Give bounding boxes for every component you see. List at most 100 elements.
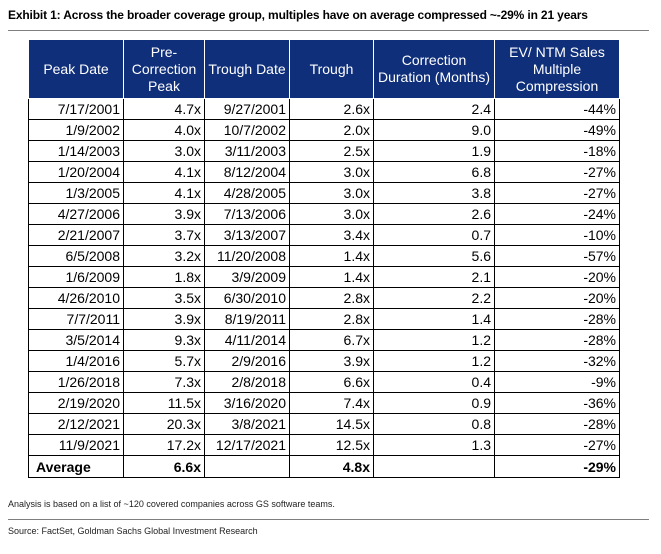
cell-trough-date: 9/27/2001 (204, 98, 290, 120)
table-row: 3/5/2014 9.3x 4/11/2014 6.7x 1.2 -28% (28, 329, 620, 351)
table-row: 6/5/2008 3.2x 11/20/2008 1.4x 5.6 -57% (28, 245, 620, 267)
table-row: 1/20/2004 4.1x 8/12/2004 3.0x 6.8 -27% (28, 161, 620, 183)
table-row: 1/3/2005 4.1x 4/28/2005 3.0x 3.8 -27% (28, 182, 620, 204)
cell-trough-date: 8/12/2004 (204, 161, 290, 183)
cell-trough-date: 12/17/2021 (204, 434, 290, 456)
average-row: Average 6.6x 4.8x -29% (28, 455, 620, 478)
table-row: 2/12/2021 20.3x 3/8/2021 14.5x 0.8 -28% (28, 413, 620, 435)
cell-pre-correction-peak: 5.7x (123, 350, 205, 372)
cell-trough: 12.5x (289, 434, 374, 456)
table-row: 11/9/2021 17.2x 12/17/2021 12.5x 1.3 -27% (28, 434, 620, 456)
cell-trough: 2.6x (289, 98, 374, 120)
cell-multiple-compression: -27% (494, 182, 620, 204)
source-line: Source: FactSet, Goldman Sachs Global In… (8, 526, 258, 536)
cell-peak-date: 1/20/2004 (28, 161, 124, 183)
average-compression: -29% (494, 455, 620, 478)
cell-correction-duration: 1.2 (373, 350, 495, 372)
cell-trough: 6.7x (289, 329, 374, 351)
cell-trough-date: 4/11/2014 (204, 329, 290, 351)
cell-correction-duration: 1.4 (373, 308, 495, 330)
cell-trough: 6.6x (289, 371, 374, 393)
cell-pre-correction-peak: 4.1x (123, 182, 205, 204)
cell-pre-correction-peak: 11.5x (123, 392, 205, 414)
cell-peak-date: 3/5/2014 (28, 329, 124, 351)
cell-peak-date: 2/21/2007 (28, 224, 124, 246)
cell-correction-duration: 1.9 (373, 140, 495, 162)
multiples-table: Peak Date Pre-Correction Peak Trough Dat… (28, 39, 620, 478)
cell-multiple-compression: -32% (494, 350, 620, 372)
cell-correction-duration: 3.8 (373, 182, 495, 204)
cell-pre-correction-peak: 9.3x (123, 329, 205, 351)
table-row: 7/7/2011 3.9x 8/19/2011 2.8x 1.4 -28% (28, 308, 620, 330)
cell-multiple-compression: -24% (494, 203, 620, 225)
cell-peak-date: 4/27/2006 (28, 203, 124, 225)
cell-trough: 2.0x (289, 119, 374, 141)
cell-multiple-compression: -44% (494, 98, 620, 120)
cell-multiple-compression: -9% (494, 371, 620, 393)
cell-trough-date: 2/9/2016 (204, 350, 290, 372)
cell-pre-correction-peak: 3.9x (123, 203, 205, 225)
table-row: 1/6/2009 1.8x 3/9/2009 1.4x 2.1 -20% (28, 266, 620, 288)
table-row: 7/17/2001 4.7x 9/27/2001 2.6x 2.4 -44% (28, 98, 620, 120)
col-header-trough-date: Trough Date (204, 39, 290, 99)
cell-pre-correction-peak: 7.3x (123, 371, 205, 393)
cell-correction-duration: 9.0 (373, 119, 495, 141)
cell-correction-duration: 2.6 (373, 203, 495, 225)
cell-trough-date: 3/8/2021 (204, 413, 290, 435)
cell-trough-date: 4/28/2005 (204, 182, 290, 204)
table-header-row: Peak Date Pre-Correction Peak Trough Dat… (28, 39, 620, 99)
cell-correction-duration: 2.2 (373, 287, 495, 309)
table-row: 4/27/2006 3.9x 7/13/2006 3.0x 2.6 -24% (28, 203, 620, 225)
table-row: 4/26/2010 3.5x 6/30/2010 2.8x 2.2 -20% (28, 287, 620, 309)
cell-trough: 2.8x (289, 287, 374, 309)
cell-correction-duration: 5.6 (373, 245, 495, 267)
cell-trough: 3.0x (289, 182, 374, 204)
cell-pre-correction-peak: 4.0x (123, 119, 205, 141)
cell-pre-correction-peak: 20.3x (123, 413, 205, 435)
table-row: 1/14/2003 3.0x 3/11/2003 2.5x 1.9 -18% (28, 140, 620, 162)
cell-multiple-compression: -57% (494, 245, 620, 267)
cell-pre-correction-peak: 4.1x (123, 161, 205, 183)
table-row: 1/26/2018 7.3x 2/8/2018 6.6x 0.4 -9% (28, 371, 620, 393)
analysis-note: Analysis is based on a list of ~120 cove… (8, 499, 335, 509)
average-trough-date (204, 455, 290, 478)
average-label: Average (28, 455, 124, 478)
cell-trough: 3.4x (289, 224, 374, 246)
cell-trough: 1.4x (289, 266, 374, 288)
cell-peak-date: 1/9/2002 (28, 119, 124, 141)
cell-multiple-compression: -27% (494, 434, 620, 456)
cell-correction-duration: 1.3 (373, 434, 495, 456)
cell-trough-date: 3/11/2003 (204, 140, 290, 162)
cell-correction-duration: 0.9 (373, 392, 495, 414)
cell-trough: 3.9x (289, 350, 374, 372)
cell-peak-date: 7/17/2001 (28, 98, 124, 120)
cell-peak-date: 7/7/2011 (28, 308, 124, 330)
cell-trough-date: 3/9/2009 (204, 266, 290, 288)
col-header-trough: Trough (289, 39, 374, 99)
cell-peak-date: 2/12/2021 (28, 413, 124, 435)
cell-pre-correction-peak: 17.2x (123, 434, 205, 456)
cell-multiple-compression: -49% (494, 119, 620, 141)
table-row: 2/21/2007 3.7x 3/13/2007 3.4x 0.7 -10% (28, 224, 620, 246)
cell-correction-duration: 0.4 (373, 371, 495, 393)
cell-peak-date: 1/14/2003 (28, 140, 124, 162)
average-pre-peak: 6.6x (123, 455, 205, 478)
cell-trough: 14.5x (289, 413, 374, 435)
cell-correction-duration: 1.2 (373, 329, 495, 351)
cell-multiple-compression: -20% (494, 266, 620, 288)
cell-trough-date: 11/20/2008 (204, 245, 290, 267)
cell-trough-date: 6/30/2010 (204, 287, 290, 309)
cell-peak-date: 1/3/2005 (28, 182, 124, 204)
average-duration (373, 455, 495, 478)
table-row: 1/9/2002 4.0x 10/7/2002 2.0x 9.0 -49% (28, 119, 620, 141)
cell-correction-duration: 0.7 (373, 224, 495, 246)
cell-peak-date: 11/9/2021 (28, 434, 124, 456)
table-row: 2/19/2020 11.5x 3/16/2020 7.4x 0.9 -36% (28, 392, 620, 414)
cell-multiple-compression: -28% (494, 308, 620, 330)
cell-trough-date: 3/16/2020 (204, 392, 290, 414)
table-body: 7/17/2001 4.7x 9/27/2001 2.6x 2.4 -44% 1/9/200… (28, 98, 620, 456)
table-row: 1/4/2016 5.7x 2/9/2016 3.9x 1.2 -32% (28, 350, 620, 372)
cell-pre-correction-peak: 3.9x (123, 308, 205, 330)
cell-pre-correction-peak: 3.7x (123, 224, 205, 246)
cell-trough: 7.4x (289, 392, 374, 414)
